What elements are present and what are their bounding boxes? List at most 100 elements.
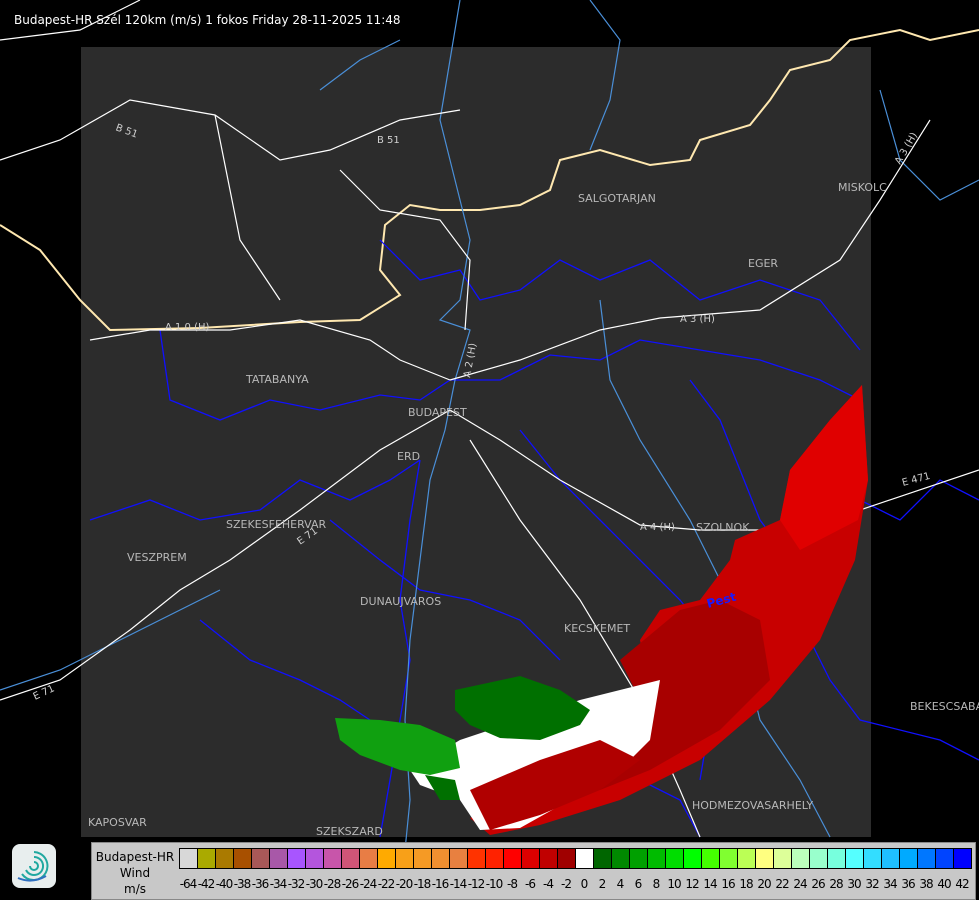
legend-tick-label: -38 xyxy=(233,877,252,891)
legend-color-swatch xyxy=(900,849,918,868)
legend-tick-label: -10 xyxy=(485,877,504,891)
legend-color-swatch xyxy=(630,849,648,868)
legend-tick-label: 32 xyxy=(865,877,879,891)
legend-tick-label: 26 xyxy=(811,877,825,891)
city-szekesfehervar: SZEKESFEHERVAR xyxy=(226,518,327,531)
road-label-e71: E 71 xyxy=(32,683,57,702)
city-budapest: BUDAPEST xyxy=(408,406,467,419)
legend-color-swatch xyxy=(936,849,954,868)
legend-tick-label: 8 xyxy=(652,877,661,891)
echo-red-outbound xyxy=(470,385,868,835)
legend-color-swatch xyxy=(954,849,971,868)
legend-color-swatch xyxy=(360,849,378,868)
legend-color-swatch xyxy=(504,849,522,868)
echo-green-inbound-2 xyxy=(335,718,460,775)
legend-tick-label: 20 xyxy=(757,877,771,891)
echo-red-mixed xyxy=(470,740,640,830)
legend-tick-label: -42 xyxy=(197,877,216,891)
legend-color-swatch xyxy=(432,849,450,868)
legend-color-swatch xyxy=(864,849,882,868)
legend-tick-label: 28 xyxy=(829,877,843,891)
legend-tick-label: -64 xyxy=(179,877,198,891)
city-hodmezovasarhely: HODMEZOVASARHELY xyxy=(692,799,813,812)
legend-color-swatch xyxy=(378,849,396,868)
legend-tick-label: -40 xyxy=(215,877,234,891)
legend-tick-label: 16 xyxy=(721,877,735,891)
legend-color-swatch xyxy=(828,849,846,868)
legend-color-swatch xyxy=(918,849,936,868)
legend-color-swatch xyxy=(486,849,504,868)
legend-color-swatch xyxy=(756,849,774,868)
legend-color-swatch xyxy=(324,849,342,868)
city-tatabanya: TATABANYA xyxy=(245,373,309,386)
legend-color-swatch xyxy=(738,849,756,868)
legend-tick-label: -28 xyxy=(323,877,342,891)
legend-tick-label: -14 xyxy=(449,877,468,891)
legend-color-swatch xyxy=(450,849,468,868)
legend-tick-label: -18 xyxy=(413,877,432,891)
legend-color-swatch xyxy=(810,849,828,868)
legend-tick-label: -24 xyxy=(359,877,378,891)
city-miskolc: MISKOLC xyxy=(838,181,887,194)
radar-title: Budapest-HR Szél 120km (m/s) 1 fokos Fri… xyxy=(14,13,401,27)
legend-tick-label: 22 xyxy=(775,877,789,891)
city-kaposvar: KAPOSVAR xyxy=(88,816,147,829)
city-bekescsaba: BEKESCSABA xyxy=(910,700,979,713)
legend-tick-label: 14 xyxy=(703,877,717,891)
legend-color-swatch xyxy=(612,849,630,868)
city-szekszard: SZEKSZARD xyxy=(316,825,383,838)
legend-color-swatch xyxy=(558,849,576,868)
legend-tick-label: 24 xyxy=(793,877,807,891)
legend-tick-label: 12 xyxy=(685,877,699,891)
legend-title: Budapest-HR Wind m/s xyxy=(92,849,178,897)
legend-tick-label: 10 xyxy=(667,877,681,891)
legend-color-swatch xyxy=(288,849,306,868)
legend-tick-label: 34 xyxy=(883,877,897,891)
legend-radar-name: Budapest-HR xyxy=(95,850,175,864)
legend-tick-labels: -64 -42 -40 -38 -36 -34 -32 -30 -28 -26 -24 -22 -20-… xyxy=(179,877,971,891)
legend-color-swatch xyxy=(774,849,792,868)
legend-color-swatch xyxy=(648,849,666,868)
legend-color-swatch xyxy=(252,849,270,868)
legend-color-swatch xyxy=(216,849,234,868)
legend-tick-label: 2 xyxy=(598,877,607,891)
legend-color-swatch xyxy=(522,849,540,868)
city-szolnok: SZOLNOK xyxy=(696,521,750,534)
city-dunaujvaros: DUNAUJVAROS xyxy=(360,595,441,608)
legend-color-swatch xyxy=(396,849,414,868)
legend-tick-label: 42 xyxy=(955,877,969,891)
legend-tick-label: -32 xyxy=(287,877,306,891)
legend-tick-label: -22 xyxy=(377,877,396,891)
legend-color-swatch xyxy=(306,849,324,868)
country-border xyxy=(0,28,979,332)
city-salgotarjan: SALGOTARJAN xyxy=(578,192,656,205)
radar-echoes xyxy=(335,385,868,835)
road-label-a10: A 1 0 (H) xyxy=(165,322,210,333)
roads xyxy=(0,0,979,838)
legend-tick-label: -16 xyxy=(431,877,450,891)
road-label-a4: A 4 (H) xyxy=(640,522,675,533)
legend-color-swatch xyxy=(684,849,702,868)
legend-tick-label: -8 xyxy=(507,877,518,891)
legend-color-swatch xyxy=(342,849,360,868)
legend-color-swatch xyxy=(882,849,900,868)
city-labels: SALGOTARJAN MISKOLC EGER TATABANYA BUDAP… xyxy=(88,181,979,838)
legend-color-swatch xyxy=(846,849,864,868)
legend-tick-label: -4 xyxy=(543,877,554,891)
legend-color-swatch xyxy=(270,849,288,868)
legend-color-swatch xyxy=(576,849,594,868)
legend-tick-label: -6 xyxy=(525,877,536,891)
color-legend: Budapest-HR Wind m/s -64 -42 -40 -38 -36 -34-… xyxy=(91,842,976,900)
legend-tick-label: -30 xyxy=(305,877,324,891)
legend-tick-label: -34 xyxy=(269,877,288,891)
legend-quantity: Wind xyxy=(119,866,151,880)
legend-tick-label: 40 xyxy=(937,877,951,891)
legend-tick-label: 4 xyxy=(616,877,625,891)
legend-tick-label: 6 xyxy=(634,877,643,891)
legend-tick-label: 30 xyxy=(847,877,861,891)
legend-color-swatch xyxy=(720,849,738,868)
legend-color-swatch xyxy=(198,849,216,868)
city-kecskemet: KECSKEMET xyxy=(564,622,630,635)
legend-tick-label: -26 xyxy=(341,877,360,891)
